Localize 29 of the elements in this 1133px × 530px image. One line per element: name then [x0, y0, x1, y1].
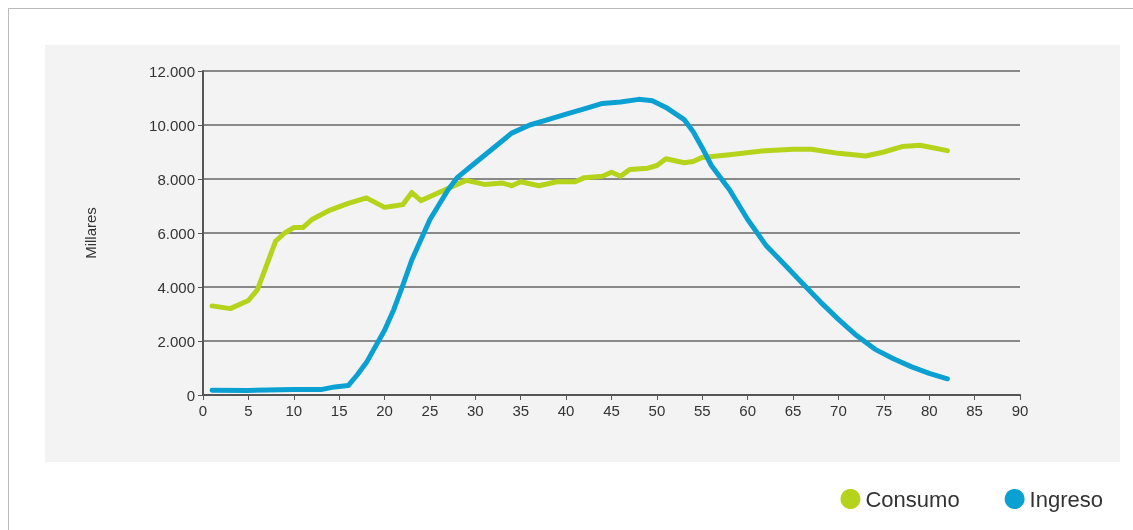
y-tick-label: 6.000 — [157, 224, 195, 242]
y-tick-label: 2.000 — [157, 332, 195, 350]
x-tick-label: 70 — [830, 402, 847, 419]
x-tick-label: 25 — [421, 402, 439, 419]
x-tick-label: 50 — [648, 402, 666, 419]
x-tick-label: 10 — [285, 402, 303, 419]
x-tick-label: 45 — [603, 402, 620, 419]
x-tick-label: 55 — [693, 402, 711, 419]
x-tick-label: 30 — [466, 402, 484, 419]
x-tick-label: 20 — [376, 402, 393, 419]
x-tick-label: 75 — [875, 402, 893, 419]
x-tick-label: 15 — [330, 402, 348, 419]
x-tick-label: 60 — [739, 402, 757, 419]
y-tick-label: 10.000 — [149, 116, 195, 134]
x-tick-label: 40 — [557, 402, 575, 419]
y-tick-label: 12.000 — [149, 62, 195, 80]
y-axis-title: Millares — [82, 207, 99, 259]
legend-label: Ingreso — [1029, 486, 1104, 512]
legend-label: Consumo — [865, 486, 960, 512]
y-tick-label: 0 — [186, 386, 195, 404]
x-tick-label: 0 — [198, 402, 208, 419]
x-tick-label: 85 — [966, 402, 983, 419]
x-tick-label: 90 — [1011, 402, 1029, 419]
y-tick-label: 8.000 — [157, 170, 195, 188]
x-tick-label: 5 — [244, 402, 253, 419]
x-tick-label: 65 — [784, 402, 802, 419]
y-tick-label: 4.000 — [157, 278, 195, 296]
x-tick-label: 35 — [512, 402, 530, 419]
x-tick-label: 80 — [920, 402, 938, 419]
